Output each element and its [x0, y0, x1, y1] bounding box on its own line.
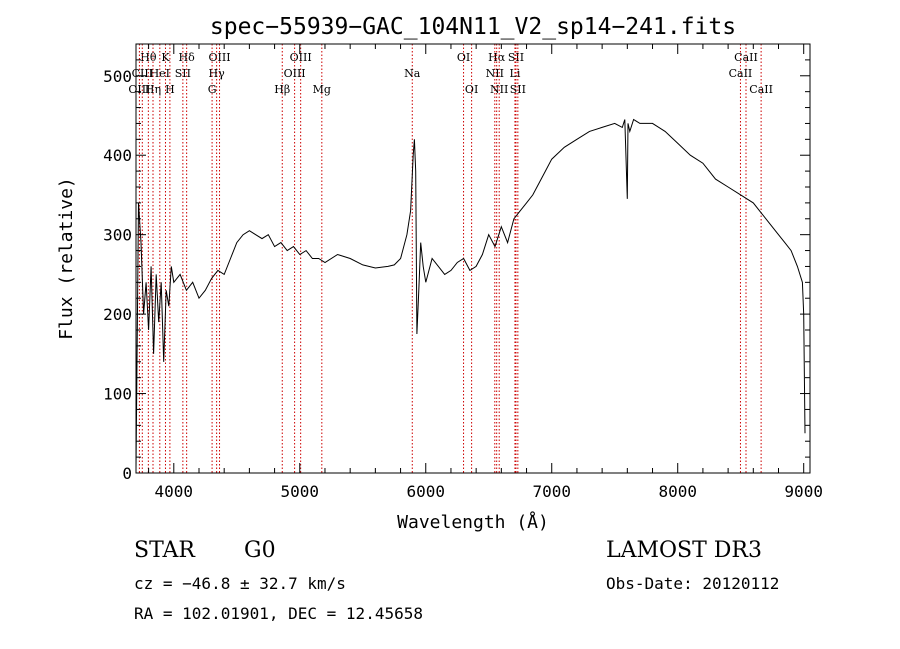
- spectral-line-label: OIII: [284, 67, 306, 80]
- spectrum-series-line: [135, 118, 806, 470]
- x-tick-label: 7000: [532, 482, 571, 501]
- spectral-line-label: SII: [508, 51, 524, 64]
- class-label: STAR: [134, 538, 195, 563]
- spectral-line-label: CIII: [132, 67, 153, 80]
- x-tick-label: 4000: [155, 482, 194, 501]
- obs-date-text: Obs-Date: 20120112: [606, 574, 780, 593]
- x-tick-label: 9000: [784, 482, 823, 501]
- spectral-line-label: SII: [175, 67, 191, 80]
- y-tick-label: 100: [103, 385, 132, 404]
- spectral-line-label: OIII: [128, 83, 150, 96]
- spectral-line-label: Hα: [488, 51, 506, 64]
- y-tick-label: 300: [103, 226, 132, 245]
- chart-title: spec−55939−GAC_104N11_V2_sp14−241.fits: [210, 14, 736, 40]
- spectral-line-label: CaII: [729, 67, 753, 80]
- spectral-line-label: Na: [404, 67, 421, 80]
- spectral-line-label: Hθ: [140, 51, 157, 64]
- spectral-line-label: NII: [486, 67, 504, 80]
- x-tick-label: 5000: [281, 482, 320, 501]
- spectral-line-label: Hη: [145, 83, 161, 96]
- spectral-line-label: OIII: [208, 51, 230, 64]
- y-tick-label: 200: [103, 305, 132, 324]
- redshift-text: cz = −46.8 ± 32.7 km/s: [134, 574, 346, 593]
- x-tick-label: 8000: [658, 482, 697, 501]
- spectral-line-label: SII: [510, 83, 526, 96]
- spectral-line-label: CaII: [749, 83, 773, 96]
- spectral-line-label: HeI: [150, 67, 170, 80]
- x-tick-label: 6000: [406, 482, 445, 501]
- coords-text: RA = 102.01901, DEC = 12.45658: [134, 604, 423, 623]
- subclass-label: G0: [244, 538, 276, 563]
- y-tick-label: 0: [122, 464, 132, 483]
- x-axis-label: Wavelength (Å): [397, 511, 549, 533]
- spectral-line-label: OI: [465, 83, 478, 96]
- spectral-line-label: G: [208, 83, 217, 96]
- survey-label: LAMOST DR3: [606, 538, 762, 563]
- spectral-line-label: Hβ: [274, 83, 290, 96]
- spectral-line-label: OI: [457, 51, 470, 64]
- spectral-line-label: NII: [490, 83, 508, 96]
- y-axis-label: Flux (relative): [56, 177, 77, 340]
- spectral-line-label: K: [161, 51, 170, 64]
- spectral-line-label: Li: [510, 67, 521, 80]
- spectral-line-label: Hδ: [179, 51, 196, 64]
- spectral-line-label: Hγ: [209, 67, 226, 80]
- plot-frame: [135, 43, 811, 474]
- spectral-line-label: H: [165, 83, 175, 96]
- spectral-line-label: CaII: [734, 51, 758, 64]
- y-tick-label: 400: [103, 146, 132, 165]
- spectral-line-label: OIII: [290, 51, 312, 64]
- y-tick-label: 500: [103, 67, 132, 86]
- spectral-line-label: Mg: [313, 83, 331, 96]
